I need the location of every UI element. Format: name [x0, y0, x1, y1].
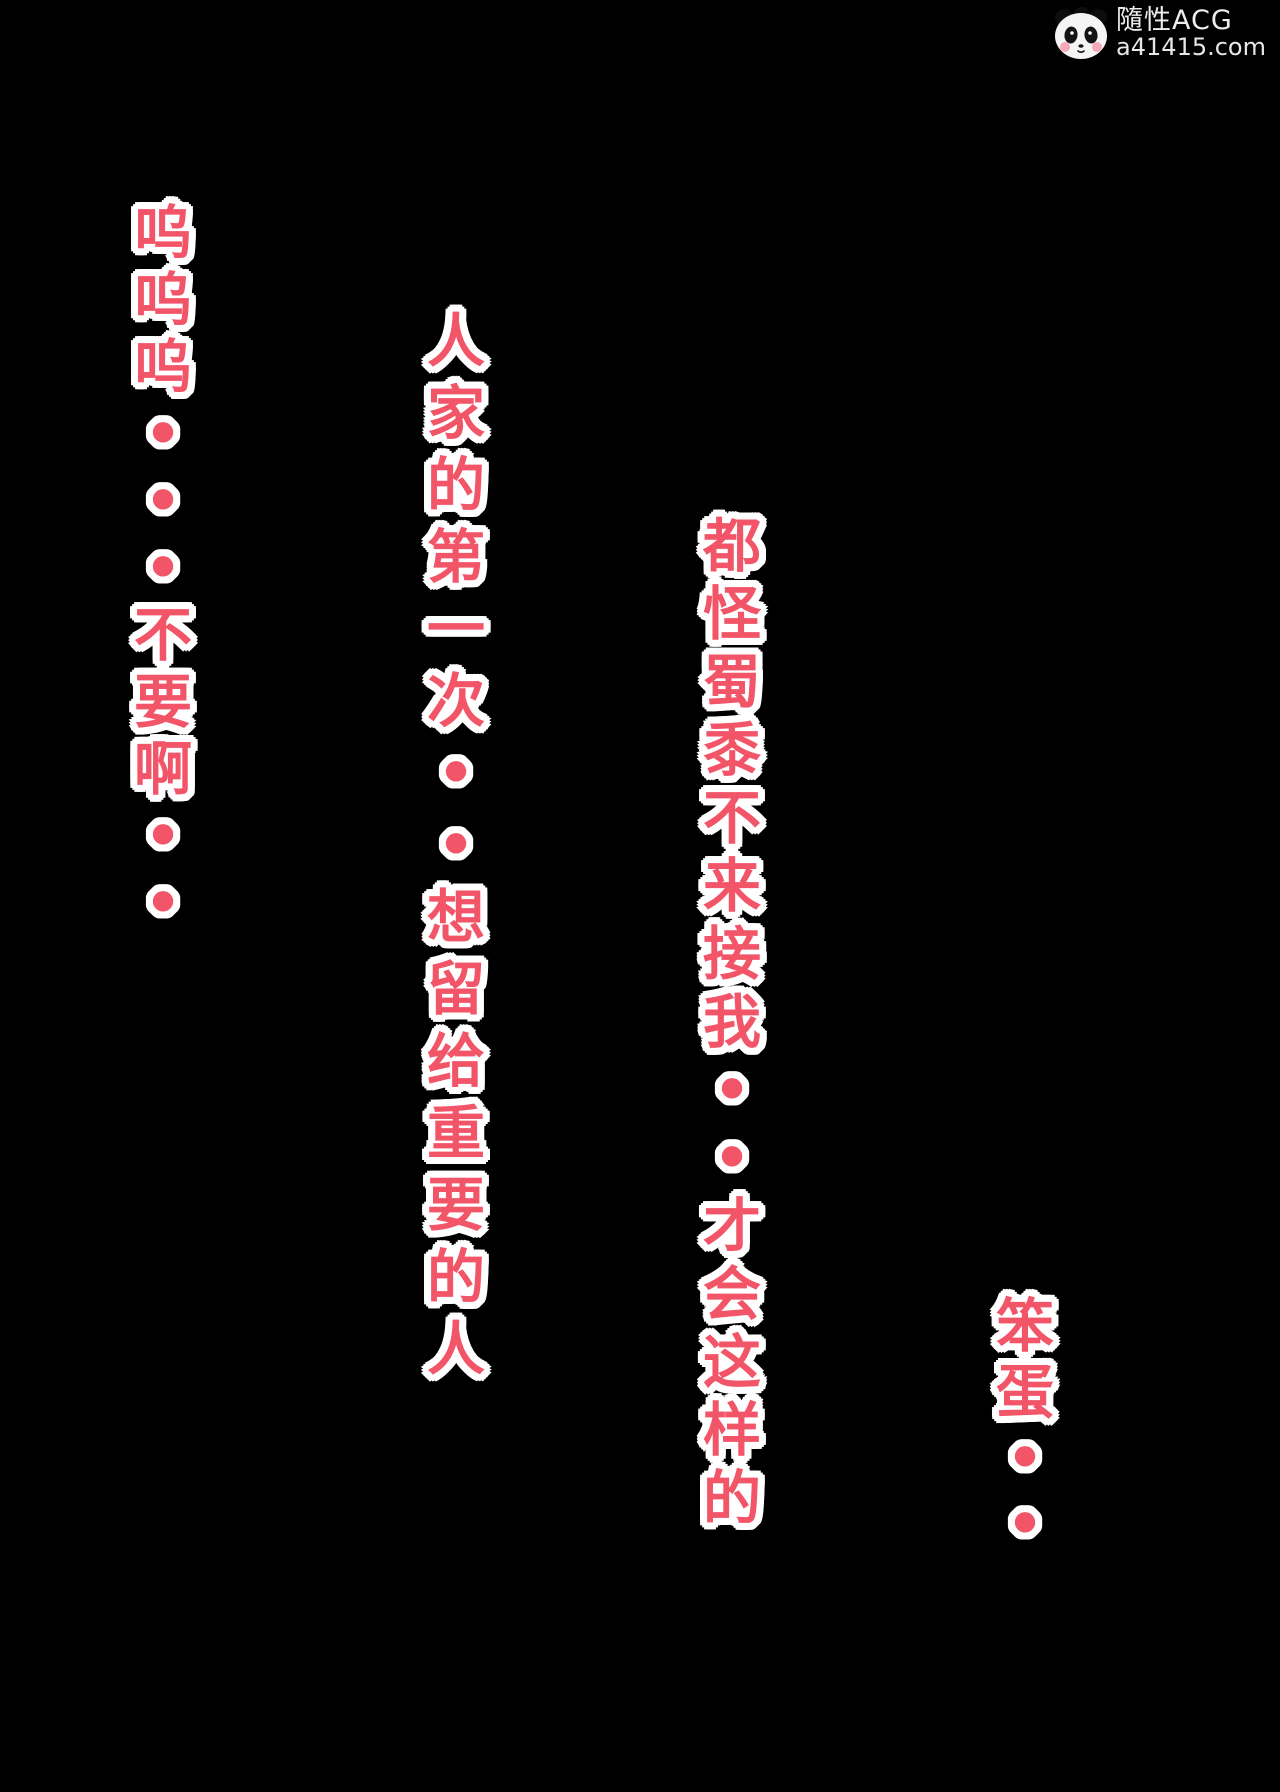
watermark-text: 隨性ACG a41415.com — [1116, 7, 1266, 59]
watermark-brand: 隨性ACG — [1116, 5, 1233, 36]
speech-text-column-3: 都怪蜀黍不来接我 • • 才会这样的 — [702, 512, 761, 1532]
panda-logo-icon — [1055, 6, 1108, 59]
speech-text-column-1: 呜呜呜 • • • 不要啊 • • — [133, 199, 192, 937]
site-watermark: 隨性ACG a41415.com — [1052, 6, 1266, 60]
speech-text-column-2: 人家的第一次 • • 想留给重要的人 — [426, 307, 485, 1383]
watermark-site: a41415.com — [1116, 33, 1266, 61]
speech-text-column-4: 笨蛋 • • — [995, 1292, 1054, 1558]
